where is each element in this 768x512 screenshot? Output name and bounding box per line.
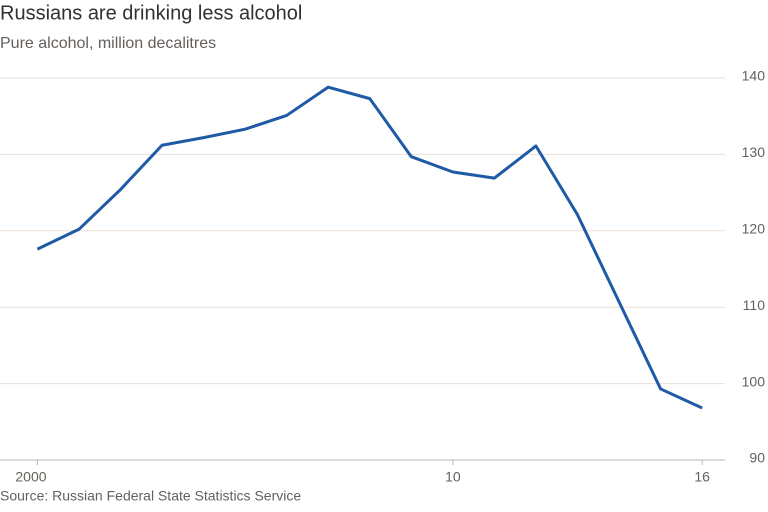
data-line xyxy=(36,85,703,410)
x-tick-label: 2000 xyxy=(15,469,46,485)
y-tick-label: 120 xyxy=(742,221,766,237)
chart-title: Russians are drinking less alcohol xyxy=(0,2,302,24)
source: Source: Russian Federal State Statistics… xyxy=(0,488,301,504)
y-tick-label: 130 xyxy=(742,144,766,160)
chart-subtitle: Pure alcohol, million decalitres xyxy=(0,35,216,52)
y-tick-label: 140 xyxy=(742,68,766,84)
y-tick-label: 100 xyxy=(742,373,766,389)
y-tick-label: 90 xyxy=(749,450,765,466)
x-tick-label: 16 xyxy=(694,469,710,485)
y-tick-label: 110 xyxy=(743,297,766,313)
x-tick-label: 10 xyxy=(445,469,461,485)
